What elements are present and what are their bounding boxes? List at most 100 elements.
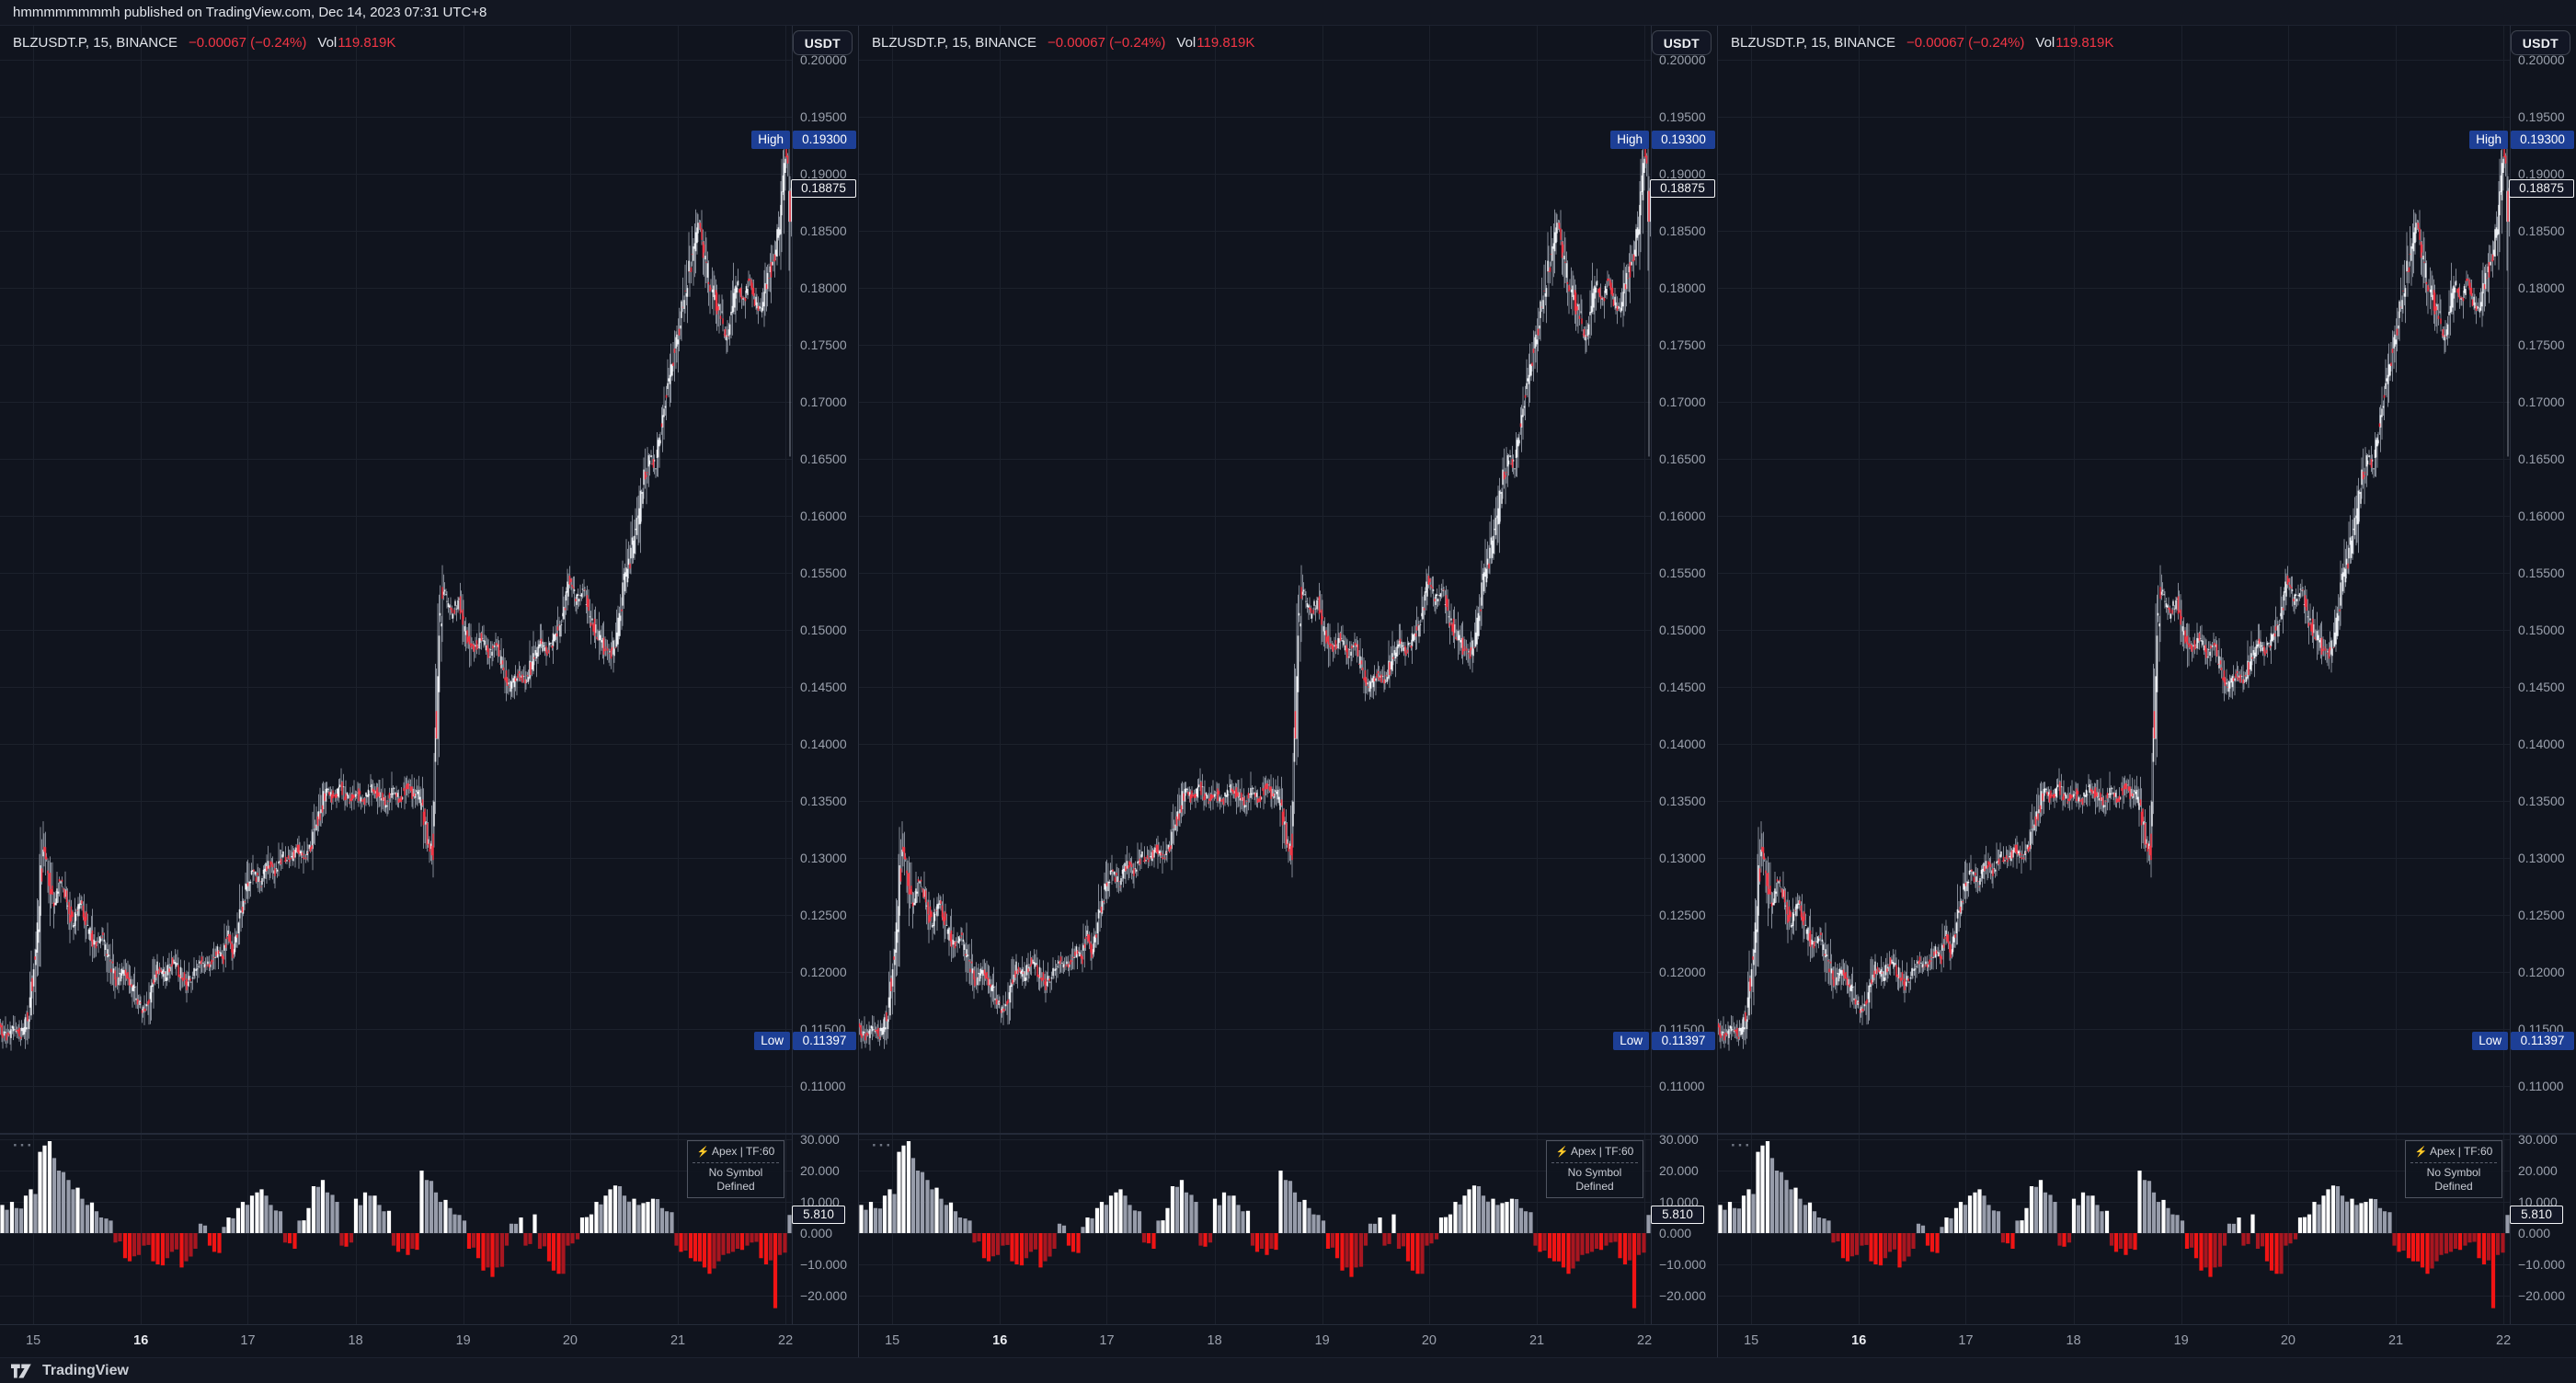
- time-axis[interactable]: 15 16 17 18 19 20 21 22: [1718, 1324, 2576, 1357]
- price-tick-label: 0.15000: [1659, 623, 1706, 637]
- price-tick-label: 0.15500: [2518, 566, 2565, 580]
- delta-histogram[interactable]: [1718, 1135, 2510, 1324]
- time-axis-label[interactable]: 16: [992, 1333, 1008, 1348]
- time-axis-label[interactable]: 20: [2280, 1333, 2296, 1348]
- time-axis-label[interactable]: 19: [1314, 1333, 1330, 1348]
- time-axis-label[interactable]: 15: [1744, 1333, 1759, 1348]
- high-value: 0.19300: [2511, 130, 2574, 149]
- symbol-legend: BLZUSDT.P, 15, BINANCE −0.00067 (−0.24%)…: [13, 35, 395, 51]
- indicator-more-menu[interactable]: ···: [872, 1137, 893, 1154]
- time-axis-label[interactable]: 18: [348, 1333, 363, 1348]
- indicator-title-line: ⚡ Apex | TF:60: [1551, 1145, 1638, 1160]
- time-axis-label[interactable]: 15: [26, 1333, 41, 1348]
- symbol-legend: BLZUSDT.P, 15, BINANCE −0.00067 (−0.24%)…: [872, 35, 1254, 51]
- indicator-more-menu[interactable]: ···: [1731, 1137, 1752, 1154]
- indicator-title-line: ⚡ Apex | TF:60: [2410, 1145, 2497, 1160]
- time-axis[interactable]: 15 16 17 18 19 20 21 22: [859, 1324, 1717, 1357]
- candlestick-chart[interactable]: [1718, 26, 2510, 1133]
- symbol-title[interactable]: BLZUSDT.P, 15, BINANCE: [872, 35, 1036, 51]
- time-axis-label[interactable]: 19: [2173, 1333, 2189, 1348]
- price-tick-label: 0.12500: [1659, 908, 1706, 922]
- low-value: 0.11397: [793, 1031, 856, 1050]
- indicator-status-text: No Symbol Defined: [2426, 1166, 2481, 1193]
- dashed-divider: [693, 1162, 779, 1163]
- price-tick-label: 0.19500: [2518, 109, 2565, 124]
- time-axis-label[interactable]: 18: [2066, 1333, 2081, 1348]
- price-axis[interactable]: 0.20000 0.19500 0.19000 0.18500 0.18000 0.175…: [792, 26, 858, 1133]
- price-pane[interactable]: 0.20000 0.19500 0.19000 0.18500 0.18000 0.175…: [1718, 26, 2576, 1133]
- dashed-divider: [1551, 1162, 1638, 1163]
- last-price-badge: 0.18875: [2509, 178, 2574, 198]
- time-axis-label[interactable]: 21: [670, 1333, 686, 1348]
- volume-label: Vol: [1176, 35, 1196, 51]
- indicator-status-box: ⚡ Apex | TF:60 No Symbol Defined: [687, 1140, 784, 1198]
- delta-histogram[interactable]: [0, 1135, 792, 1324]
- indicator-axis[interactable]: 30.000 20.000 10.000 0.000 −10.000 −20.000: [1651, 1132, 1717, 1324]
- time-axis-label[interactable]: 15: [885, 1333, 900, 1348]
- currency-toggle-button[interactable]: USDT: [1651, 30, 1712, 55]
- time-axis-label[interactable]: 18: [1207, 1333, 1222, 1348]
- time-axis-label[interactable]: 20: [1421, 1333, 1437, 1348]
- pane-separator[interactable]: [859, 1133, 1717, 1135]
- time-axis-label[interactable]: 21: [1528, 1333, 1545, 1348]
- pane-separator[interactable]: [1718, 1133, 2576, 1135]
- volume-label: Vol: [317, 35, 338, 51]
- indicator-pane[interactable]: 30.000 20.000 10.000 0.000 −10.000 −20.000 ··…: [0, 1132, 858, 1324]
- indicator-axis[interactable]: 30.000 20.000 10.000 0.000 −10.000 −20.000: [2510, 1132, 2576, 1324]
- time-axis-label[interactable]: 20: [562, 1333, 578, 1348]
- indicator-tick-label: 0.000: [800, 1226, 833, 1240]
- price-tick-label: 0.11000: [800, 1079, 846, 1093]
- time-axis-label[interactable]: 19: [455, 1333, 471, 1348]
- price-tick-label: 0.18000: [2518, 280, 2565, 295]
- indicator-more-menu[interactable]: ···: [13, 1137, 34, 1154]
- low-price-badge: Low 0.11397: [2472, 1031, 2574, 1050]
- indicator-pane[interactable]: 30.000 20.000 10.000 0.000 −10.000 −20.000 ··…: [1718, 1132, 2576, 1324]
- time-axis[interactable]: 15 16 17 18 19 20 21 22: [0, 1324, 858, 1357]
- time-axis-label[interactable]: 17: [1958, 1333, 1974, 1348]
- price-tick-label: 0.14500: [2518, 680, 2565, 694]
- time-axis-label[interactable]: 22: [2496, 1333, 2512, 1348]
- attribution-text: hmmmmmmmmh published on TradingView.com,…: [13, 5, 487, 20]
- candlestick-chart[interactable]: [0, 26, 792, 1133]
- price-axis[interactable]: 0.20000 0.19500 0.19000 0.18500 0.18000 0.175…: [2510, 26, 2576, 1133]
- indicator-status-box: ⚡ Apex | TF:60 No Symbol Defined: [2405, 1140, 2502, 1198]
- price-tick-label: 0.16500: [2518, 451, 2565, 466]
- indicator-title-line: ⚡ Apex | TF:60: [693, 1145, 779, 1160]
- indicator-tick-label: 10.000: [1659, 1194, 1699, 1209]
- price-tick-label: 0.19000: [1659, 166, 1706, 181]
- indicator-tick-label: 20.000: [1659, 1163, 1699, 1178]
- charts-row: 0.20000 0.19500 0.19000 0.18500 0.18000 0.175…: [0, 26, 2576, 1357]
- footer-bar: TradingView: [0, 1357, 2576, 1383]
- price-tick-label: 0.17000: [1659, 394, 1706, 409]
- pane-separator[interactable]: [0, 1133, 858, 1135]
- symbol-title[interactable]: BLZUSDT.P, 15, BINANCE: [13, 35, 177, 51]
- price-pane[interactable]: 0.20000 0.19500 0.19000 0.18500 0.18000 0.175…: [859, 26, 1717, 1133]
- symbol-title[interactable]: BLZUSDT.P, 15, BINANCE: [1731, 35, 1895, 51]
- price-tick-label: 0.16500: [800, 451, 847, 466]
- time-axis-label[interactable]: 17: [1099, 1333, 1115, 1348]
- delta-histogram[interactable]: [859, 1135, 1651, 1324]
- price-axis[interactable]: 0.20000 0.19500 0.19000 0.18500 0.18000 0.175…: [1651, 26, 1717, 1133]
- price-tick-label: 0.18000: [1659, 280, 1706, 295]
- indicator-axis[interactable]: 30.000 20.000 10.000 0.000 −10.000 −20.000: [792, 1132, 858, 1324]
- price-tick-label: 0.19000: [2518, 166, 2565, 181]
- price-tick-label: 0.14500: [1659, 680, 1706, 694]
- indicator-tick-label: 10.000: [2518, 1194, 2558, 1209]
- time-axis-label[interactable]: 17: [240, 1333, 256, 1348]
- time-axis-label[interactable]: 21: [2387, 1333, 2404, 1348]
- indicator-pane[interactable]: 30.000 20.000 10.000 0.000 −10.000 −20.000 ··…: [859, 1132, 1717, 1324]
- currency-toggle-button[interactable]: USDT: [2510, 30, 2570, 55]
- time-axis-label[interactable]: 22: [778, 1333, 794, 1348]
- currency-toggle-button[interactable]: USDT: [792, 30, 853, 55]
- price-tick-label: 0.16500: [1659, 451, 1706, 466]
- time-axis-label[interactable]: 22: [1637, 1333, 1653, 1348]
- price-tick-label: 0.15000: [800, 623, 847, 637]
- time-axis-label[interactable]: 16: [133, 1333, 149, 1348]
- candlestick-chart[interactable]: [859, 26, 1651, 1133]
- time-axis-label[interactable]: 16: [1851, 1333, 1867, 1348]
- attribution-bar: hmmmmmmmmh published on TradingView.com,…: [0, 0, 2576, 26]
- price-pane[interactable]: 0.20000 0.19500 0.19000 0.18500 0.18000 0.175…: [0, 26, 858, 1133]
- last-price-badge: 0.18875: [1650, 178, 1715, 198]
- price-tick-label: 0.14500: [800, 680, 847, 694]
- tradingview-logo[interactable]: TradingView: [11, 1363, 129, 1379]
